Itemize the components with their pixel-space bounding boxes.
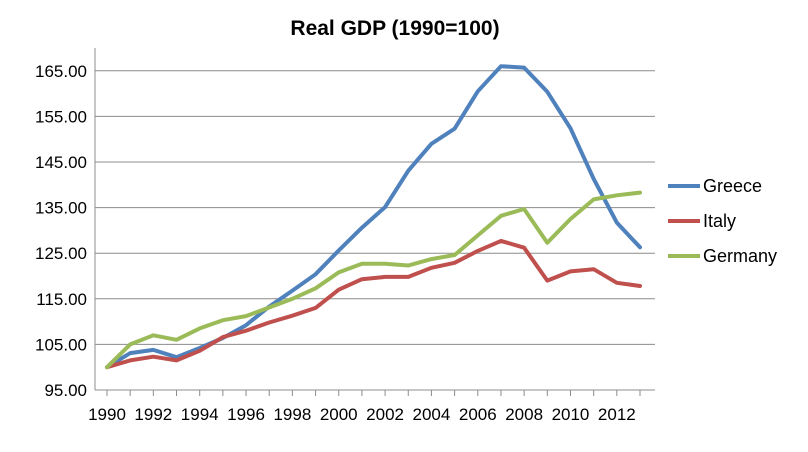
y-tick-label: 105.00 <box>35 335 87 354</box>
series-line-greece <box>105 64 642 370</box>
x-tick-label: 2006 <box>459 405 497 424</box>
x-tick-label: 1990 <box>88 405 126 424</box>
y-axis-tick-labels: 95.00 105.00 115.00 125.00 135.00 145.00 155.0… <box>35 62 87 400</box>
y-tick-label: 165.00 <box>35 62 87 81</box>
y-tick-label: 125.00 <box>35 244 87 263</box>
series-line-germany <box>105 190 642 370</box>
x-tick-label: 2012 <box>598 405 636 424</box>
x-tick-label: 1996 <box>227 405 265 424</box>
legend-item-italy: Italy <box>668 211 736 231</box>
y-tick-label: 115.00 <box>36 290 87 309</box>
y-tick-label: 95.00 <box>44 381 87 400</box>
legend-label: Italy <box>703 211 736 231</box>
x-tick-label: 2000 <box>320 405 358 424</box>
series-lines <box>105 64 642 370</box>
x-tick-label: 2002 <box>366 405 404 424</box>
legend-item-germany: Germany <box>668 246 777 266</box>
y-tick-label: 155.00 <box>35 107 87 126</box>
axes <box>94 48 655 396</box>
x-tick-label: 2008 <box>505 405 543 424</box>
gridlines <box>95 70 655 345</box>
series-line-italy <box>105 238 642 370</box>
x-tick-label: 1998 <box>273 405 311 424</box>
x-tick-label: 2010 <box>552 405 590 424</box>
legend-item-greece: Greece <box>668 176 762 196</box>
legend-label: Greece <box>703 176 762 196</box>
x-axis-tick-labels: 1990 1992 1994 1996 1998 2000 2002 2004 2006 2008… <box>88 405 636 424</box>
x-tick-label: 1992 <box>134 405 172 424</box>
x-tick-label: 2004 <box>413 405 451 424</box>
legend-label: Germany <box>703 246 777 266</box>
chart-title: Real GDP (1990=100) <box>290 17 499 40</box>
y-tick-label: 135.00 <box>35 199 87 218</box>
x-tick-label: 1994 <box>181 405 219 424</box>
y-tick-label: 145.00 <box>35 153 87 172</box>
legend: Greece Italy Germany <box>668 176 777 266</box>
